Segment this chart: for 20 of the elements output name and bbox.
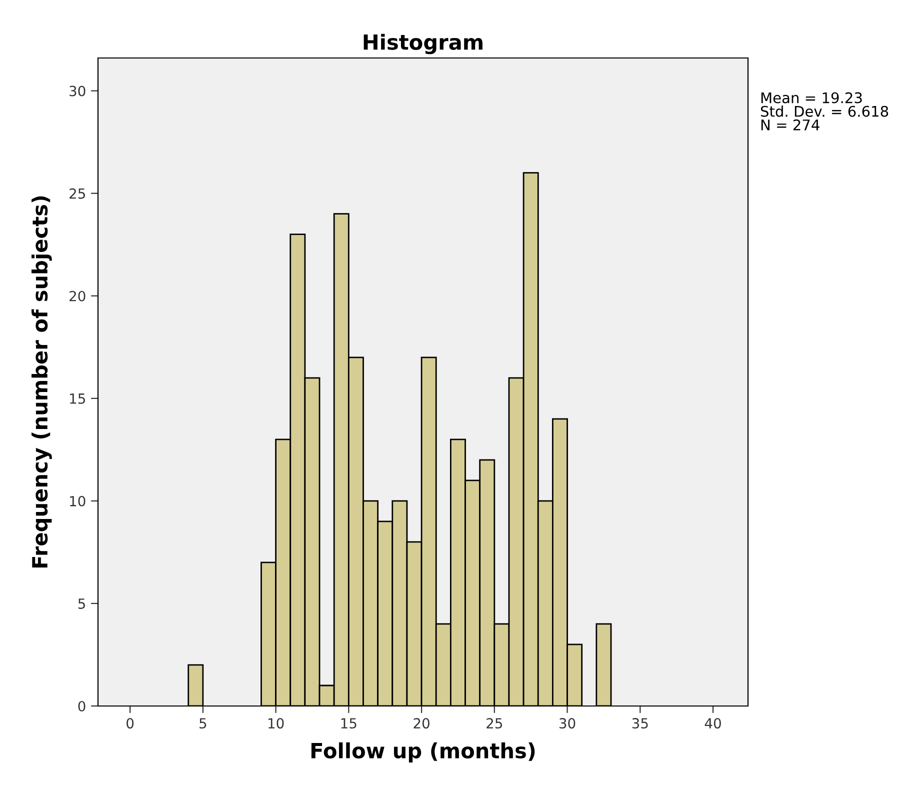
x-tick-label: 40 [704,718,721,729]
x-tick-label: 15 [341,718,356,729]
x-tick-label: 30 [560,718,576,729]
x-tick-label: 10 [268,718,284,729]
x-tick-label: 25 [486,718,502,729]
x-axis-title: Follow up (months) [311,742,535,763]
y-tick-label: 15 [70,394,85,404]
x-tick-label: 35 [632,718,648,729]
text: Mean = 19.23 Std. Dev. = 6.618 N = 274 [760,92,888,130]
chart-title: Histogram [364,34,482,54]
y-axis-title: Frequency (number of subjects) [32,196,52,568]
y-tick-label: 30 [70,86,86,96]
y-tick-label: 10 [70,496,86,506]
y-tick-label: 5 [78,598,85,609]
x-tick-label: 0 [126,718,134,729]
y-tick-label: 0 [78,700,86,712]
y-tick-label: 20 [70,290,86,302]
x-tick-label: 5 [200,718,206,729]
x-tick-label: 20 [414,718,430,729]
y-tick-label: 25 [70,188,85,199]
